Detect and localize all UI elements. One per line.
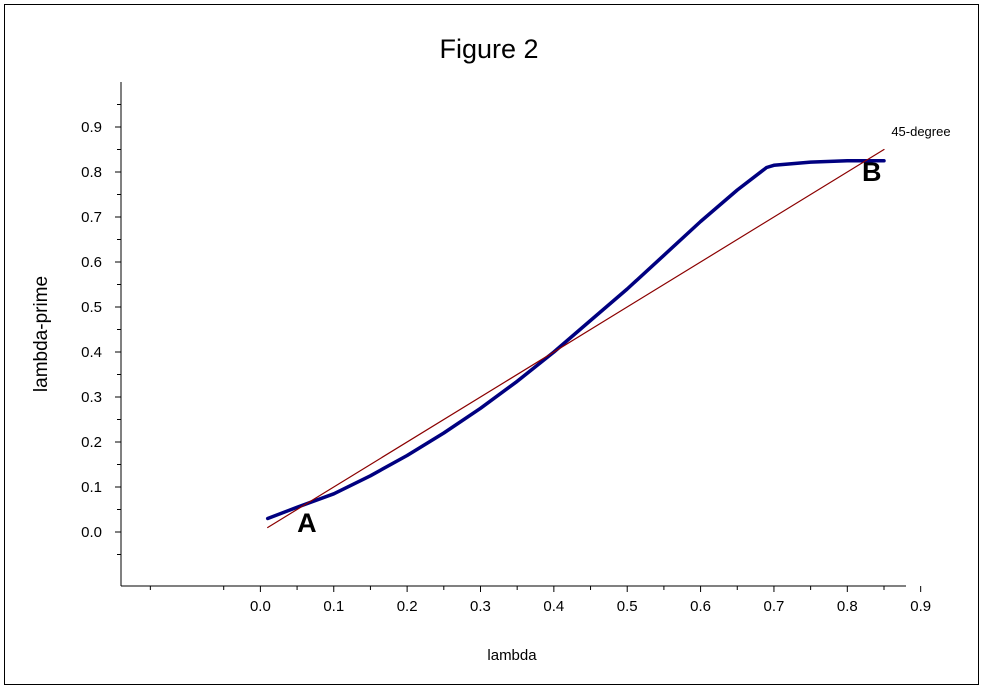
x-tick-label: 0.6: [690, 598, 711, 615]
x-axis-label: lambda: [487, 647, 537, 664]
y-tick-label: 0.4: [81, 344, 102, 361]
x-tick-label: 0.0: [250, 598, 271, 615]
point-label-a: A: [297, 508, 317, 538]
x-tick-label: 0.9: [910, 598, 931, 615]
series-layer: [265, 148, 886, 529]
x-tick-label: 0.5: [617, 598, 638, 615]
y-tick-label: 0.8: [81, 164, 102, 181]
y-tick-label: 0.0: [81, 524, 102, 541]
axis-ticks: 0.0 0.1 0.2 0.3 0.4 0.5 0.6 0.7 0.8 0.9 0.0 0.1 0.2 0…: [81, 104, 931, 615]
reference-line-label: 45-degree: [891, 124, 950, 139]
y-tick-label: 0.9: [81, 119, 102, 136]
x-tick-label: 0.2: [397, 598, 418, 615]
point-label-b: B: [862, 157, 882, 187]
x-tick-label: 0.7: [764, 598, 785, 615]
series-line-lambda-prime: [265, 159, 886, 521]
annotation-layer: A B 45-degree: [297, 124, 951, 538]
y-tick-label: 0.1: [81, 479, 102, 496]
y-tick-label: 0.5: [81, 299, 102, 316]
chart-frame: [4, 4, 979, 685]
x-tick-label: 0.3: [470, 598, 491, 615]
series-line-45-degree: [267, 148, 885, 529]
y-axis-label: lambda-prime: [31, 276, 52, 392]
chart-title: Figure 2: [439, 34, 538, 64]
y-tick-label: 0.6: [81, 254, 102, 271]
y-tick-label: 0.7: [81, 209, 102, 226]
x-tick-label: 0.1: [323, 598, 344, 615]
x-tick-label: 0.4: [543, 598, 564, 615]
x-tick-label: 0.8: [837, 598, 858, 615]
y-tick-label: 0.2: [81, 434, 102, 451]
y-tick-label: 0.3: [81, 389, 102, 406]
